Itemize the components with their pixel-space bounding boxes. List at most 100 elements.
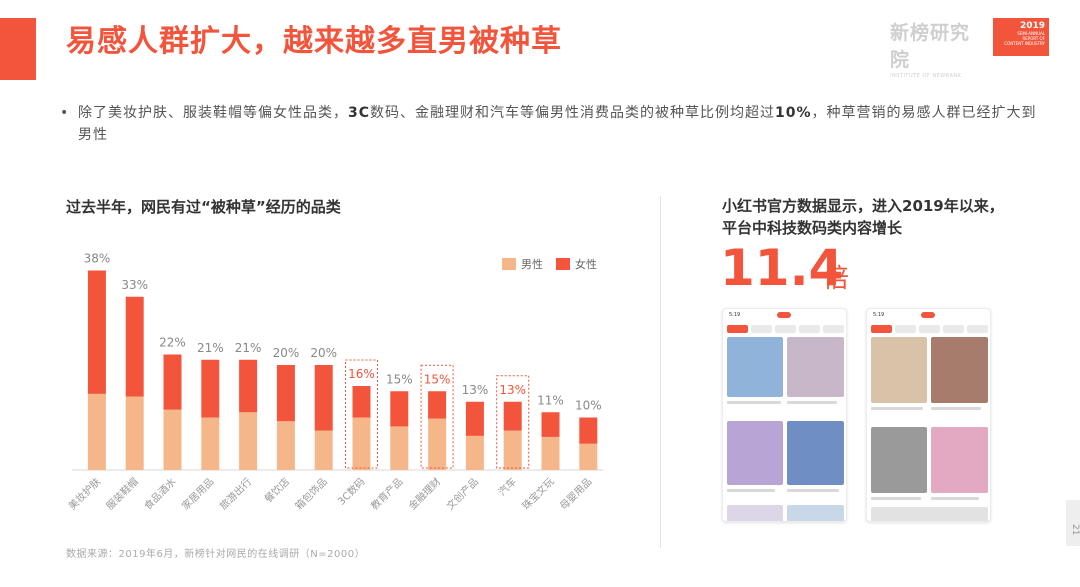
phone-screenshot-tech-feed: 5:19 xyxy=(722,308,847,522)
growth-number: 11.4 xyxy=(720,239,844,297)
summary-bullet: • 除了美妆护肤、服装鞋帽等偏女性品类，3C数码、金融理财和汽车等偏男性消费品类… xyxy=(60,102,1040,146)
phone-screenshot-device-feed: 5:19 xyxy=(866,308,991,522)
x-tick-label: 3C数码 xyxy=(335,475,368,508)
badge-line: CONTENT INDUSTRY xyxy=(1004,41,1045,46)
data-label: 20% xyxy=(310,346,337,360)
x-tick-label: 文创产品 xyxy=(444,475,481,512)
feed-caption xyxy=(871,407,923,410)
feed-image xyxy=(931,337,988,403)
x-tick-label: 美妆护肤 xyxy=(66,475,103,512)
bar-segment xyxy=(276,365,295,422)
phone-status-pill xyxy=(921,312,935,318)
bar-segment xyxy=(125,396,144,470)
bar-segment xyxy=(201,417,220,470)
bar-segment xyxy=(428,391,447,419)
data-label: 22% xyxy=(159,336,186,350)
legend-swatch xyxy=(502,258,516,270)
bar-segment xyxy=(276,421,295,470)
feed-caption xyxy=(787,401,837,404)
section-divider xyxy=(660,196,661,548)
feed-image xyxy=(871,427,927,493)
bullet-dot: • xyxy=(60,105,70,121)
x-tick-label: 母婴用品 xyxy=(558,476,595,513)
bar-segment xyxy=(239,359,258,413)
feed-image xyxy=(787,421,844,485)
summary-bold-3c: 3C xyxy=(348,105,371,121)
x-tick-label: 家居用品 xyxy=(179,475,216,512)
summary-text-part: ，种草营销的易感人群已经扩大到男性 xyxy=(78,105,1037,143)
feed-caption xyxy=(931,497,979,500)
feed-image xyxy=(931,427,988,493)
bar-segment xyxy=(163,409,182,470)
brand-logo: 新榜研究院 INSTITUTE OF NEWRANK xyxy=(890,18,988,79)
feed-image xyxy=(727,421,783,485)
feed-caption xyxy=(931,407,981,410)
legend-label: 男性 xyxy=(521,257,543,271)
feed-caption xyxy=(727,489,775,492)
bar-segment xyxy=(579,443,598,470)
data-label: 20% xyxy=(273,346,300,360)
bar-segment xyxy=(541,436,560,470)
bar-segment xyxy=(579,417,598,444)
phone-status-time: 5:19 xyxy=(729,312,741,318)
data-label: 11% xyxy=(537,393,564,407)
feed-caption xyxy=(871,497,921,500)
phone-status-time: 5:19 xyxy=(873,312,885,318)
data-label: 33% xyxy=(121,278,148,292)
data-label: 10% xyxy=(575,399,602,413)
page-title: 易感人群扩大，越来越多直男被种草 xyxy=(66,24,562,59)
bar-segment xyxy=(125,296,144,397)
report-badge: 2019 SEMI-ANNUAL REPORT OF CONTENT INDUS… xyxy=(993,18,1049,56)
x-tick-label: 箱包饰品 xyxy=(292,475,329,512)
data-source-note: 数据来源：2019年6月，新榜针对网民的在线调研（N=2000） xyxy=(66,549,366,560)
highlight-box xyxy=(496,375,530,469)
x-tick-label: 教育产品 xyxy=(368,475,405,512)
x-tick-label: 金融理财 xyxy=(406,475,443,512)
feed-image xyxy=(727,505,783,521)
platform-heading: 小红书官方数据显示，进入2019年以来， 平台中科技数码类内容增长 xyxy=(722,195,1004,239)
feed-caption xyxy=(727,401,781,404)
data-label: 13% xyxy=(462,383,489,397)
data-label: 13% xyxy=(499,383,526,397)
bar-segment xyxy=(428,418,447,470)
legend-swatch xyxy=(556,258,570,270)
data-label: 21% xyxy=(197,341,224,355)
bar-segment xyxy=(352,386,371,418)
feed-image xyxy=(787,337,844,397)
highlight-box xyxy=(345,359,378,469)
badge-line: REPORT OF xyxy=(1022,36,1045,41)
bar-segment xyxy=(503,430,522,470)
bar-segment xyxy=(541,412,560,437)
bar-segment xyxy=(163,354,182,410)
growth-unit: 倍 xyxy=(823,264,850,294)
x-tick-label: 服装鞋帽 xyxy=(103,475,140,512)
data-label: 15% xyxy=(386,372,413,386)
x-tick-label: 珠宝文玩 xyxy=(519,475,556,512)
bar-segment xyxy=(87,393,106,470)
highlight-box xyxy=(420,364,454,469)
brand-subtitle: INSTITUTE OF NEWRANK xyxy=(890,73,962,79)
badge-year: 2019 xyxy=(1019,21,1045,31)
chart-title: 过去半年，网民有过“被种草”经历的品类 xyxy=(66,198,341,216)
x-tick-label: 食品酒水 xyxy=(141,475,178,512)
data-label: 16% xyxy=(348,367,375,381)
feed-caption xyxy=(787,489,839,492)
badge-line: SEMI-ANNUAL xyxy=(1017,31,1045,36)
bar-segment xyxy=(465,401,484,436)
brand-name: 新榜研究院 xyxy=(890,22,971,71)
data-label: 38% xyxy=(84,252,111,266)
bar-segment xyxy=(314,430,333,470)
x-tick-label: 餐饮店 xyxy=(262,475,292,505)
bar-segment xyxy=(201,359,220,418)
bar-segment xyxy=(87,270,106,394)
bar-segment xyxy=(352,417,371,470)
feed-image xyxy=(871,337,927,403)
accent-bar xyxy=(0,18,36,80)
bar-segment xyxy=(503,401,522,431)
data-label: 15% xyxy=(424,372,451,386)
bar-segment xyxy=(239,412,258,470)
summary-bold-percent: 10% xyxy=(775,105,812,121)
bar-segment xyxy=(465,435,484,470)
feed-image xyxy=(871,507,988,521)
platform-heading-line: 小红书官方数据显示，进入2019年以来， xyxy=(722,197,1004,215)
